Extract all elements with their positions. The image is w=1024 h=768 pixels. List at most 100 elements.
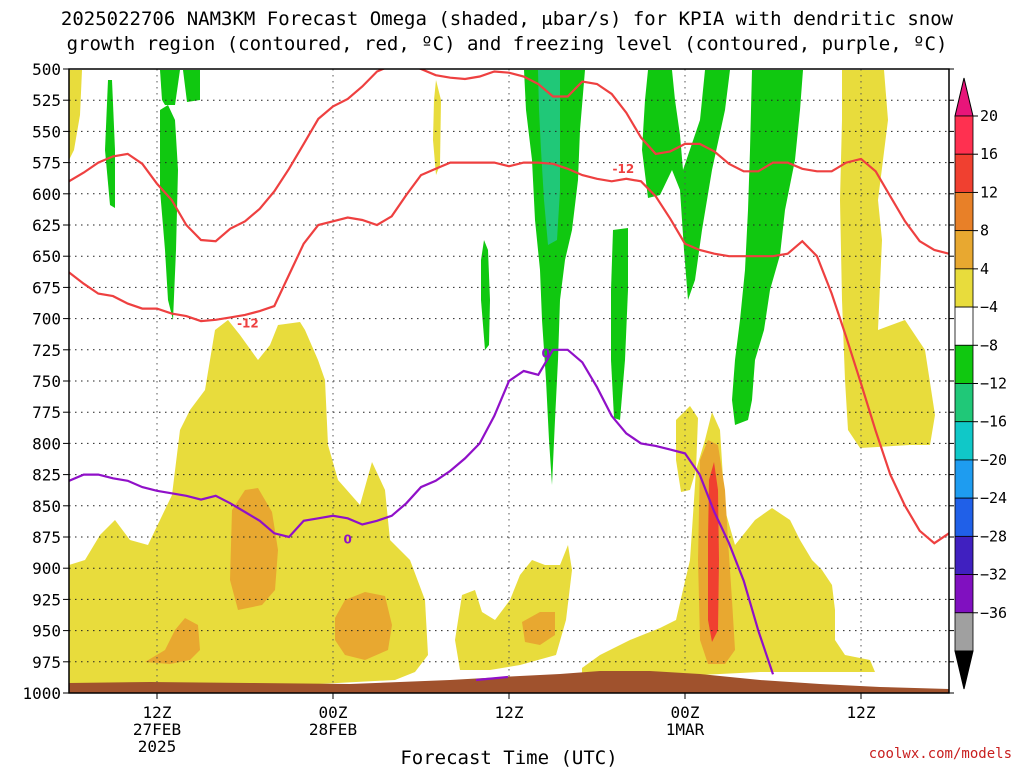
colorbar-swatch [954, 535, 974, 575]
y-tick-label: 700 [32, 310, 61, 329]
colorbar-bottom-arrow [954, 650, 974, 690]
freezing-level-label: 0 [541, 347, 549, 361]
colorbar-label: 12 [980, 183, 998, 201]
omega-negative-strong-region [538, 70, 560, 245]
y-tick-label: 525 [32, 91, 61, 110]
colorbar-label: 8 [980, 222, 989, 240]
omega-negative-region [160, 70, 180, 105]
omega-negative-region [642, 70, 730, 300]
y-tick-label: 775 [32, 403, 61, 422]
colorbar-label: −8 [980, 336, 998, 354]
colorbar-label: 4 [980, 260, 989, 278]
colorbar-swatch [954, 612, 974, 652]
terrain-ground [69, 671, 949, 693]
x-tick-label: 28FEB [309, 720, 357, 739]
omega-positive-region [433, 80, 441, 175]
colorbar-label: −20 [980, 451, 1007, 469]
y-tick-label: 900 [32, 559, 61, 578]
colorbar-swatch [954, 268, 974, 308]
credit-text: coolwx.com/models [869, 746, 1012, 762]
y-tick-label: 675 [32, 278, 61, 297]
x-tick-label: 12Z [143, 703, 172, 722]
dendritic-contour-label: -12 [613, 162, 635, 176]
x-tick-label: 2025 [138, 737, 177, 756]
colorbar-swatch [954, 306, 974, 346]
y-tick-label: 800 [32, 434, 61, 453]
colorbar-swatch [954, 421, 974, 461]
x-axis-label: Forecast Time (UTC) [400, 747, 617, 768]
y-axis-ticks: 500 525 550 575 600 625 650 675 700 725 750 775 800 8… [22, 60, 954, 703]
colorbar-label: 20 [980, 107, 998, 125]
y-tick-label: 725 [32, 341, 61, 360]
x-tick-label: 00Z [671, 703, 700, 722]
colorbar-label: −32 [980, 566, 1007, 584]
omega-negative-region [160, 105, 178, 320]
x-tick-label: 12Z [495, 703, 524, 722]
omega-positive-region [69, 70, 82, 160]
x-tick-label: 27FEB [133, 720, 181, 739]
colorbar: 20 16 12 8 4 −4 −8 −12 −16 −20 −24 −28 −32 −36 [954, 77, 1007, 690]
contour-labels: -12 -12 0 0 [237, 162, 634, 547]
y-tick-label: 625 [32, 216, 61, 235]
colorbar-swatch [954, 115, 974, 155]
colorbar-top-arrow [954, 77, 974, 117]
freezing-level-label: 0 [343, 532, 351, 546]
omega-strong-region [230, 488, 278, 610]
omega-strong-region [145, 618, 200, 664]
dendritic-bottom-contour [69, 161, 949, 545]
colorbar-label: −36 [980, 604, 1007, 622]
colorbar-swatch [954, 153, 974, 193]
dendritic-top-contour [69, 69, 949, 255]
colorbar-label: −28 [980, 527, 1007, 545]
y-tick-label: 950 [32, 622, 61, 641]
y-tick-label: 750 [32, 372, 61, 391]
y-tick-label: 500 [32, 60, 61, 79]
y-tick-label: 575 [32, 154, 61, 173]
omega-negative-region [183, 70, 200, 102]
omega-strong-region [335, 592, 392, 660]
dendritic-contour-label: -12 [237, 317, 259, 331]
x-tick-label: 00Z [319, 703, 348, 722]
omega-positive-region [455, 545, 572, 670]
x-tick-label: 12Z [847, 703, 876, 722]
colorbar-label: −16 [980, 413, 1007, 431]
chart-title-line-1: 2025022706 NAM3KM Forecast Omega (shaded… [61, 8, 954, 30]
omega-negative-region [481, 240, 490, 350]
y-tick-label: 825 [32, 466, 61, 485]
y-tick-label: 650 [32, 247, 61, 266]
colorbar-label: 16 [980, 145, 998, 163]
omega-positive-region [840, 70, 935, 448]
colorbar-swatch [954, 192, 974, 232]
freezing-level-contour [475, 675, 509, 682]
y-tick-label: 850 [32, 497, 61, 516]
colorbar-swatch [954, 459, 974, 499]
y-tick-label: 975 [32, 653, 61, 672]
contour-layer [69, 69, 949, 675]
colorbar-swatch [954, 230, 974, 270]
y-tick-label: 875 [32, 528, 61, 547]
y-tick-label: 600 [32, 185, 61, 204]
y-tick-label: 925 [32, 590, 61, 609]
omega-negative-region [732, 70, 803, 425]
terrain-fill [69, 671, 949, 693]
colorbar-swatch [954, 574, 974, 614]
omega-positive-region [676, 406, 698, 492]
omega-strong-region [522, 612, 555, 645]
freezing-level-contour [69, 348, 775, 675]
x-tick-label: 1MAR [666, 720, 705, 739]
y-tick-label: 550 [32, 122, 61, 141]
chart-title-line-2: growth region (contoured, red, ºC) and f… [67, 33, 948, 55]
colorbar-swatch [954, 383, 974, 423]
colorbar-label: −24 [980, 489, 1007, 507]
omega-negative-region [611, 228, 628, 420]
omega-negative-region [524, 70, 585, 485]
colorbar-label: −12 [980, 375, 1007, 393]
omega-max-region [708, 462, 719, 642]
omega-negative-region [105, 80, 115, 208]
y-tick-label: 1000 [22, 684, 61, 703]
colorbar-swatch [954, 497, 974, 537]
colorbar-label: −4 [980, 298, 998, 316]
colorbar-swatch [954, 344, 974, 384]
